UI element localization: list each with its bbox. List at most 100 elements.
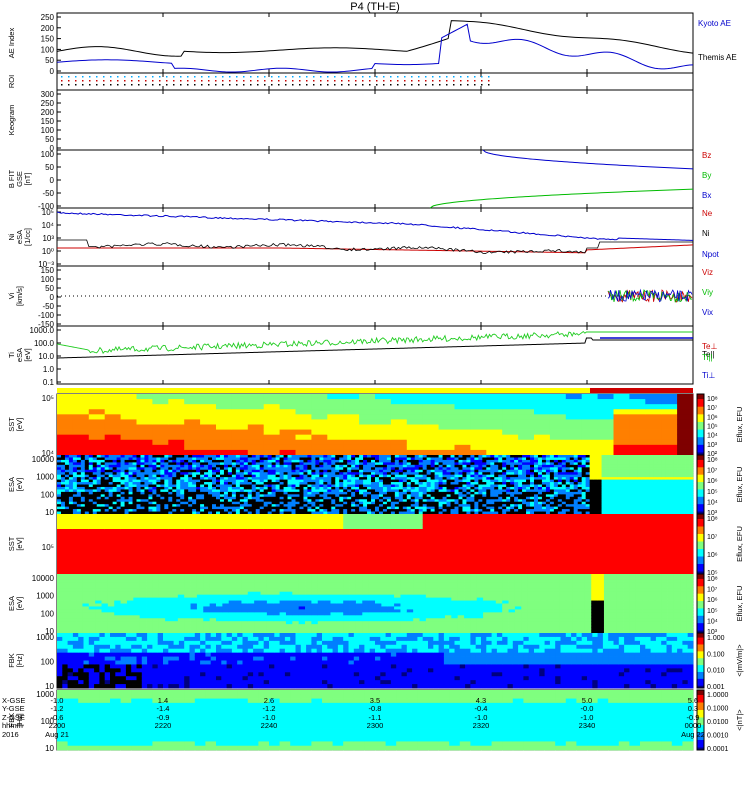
spectrogram-cell [156,464,161,468]
ytick-fbk2: 100 [41,717,55,726]
spectrogram-cell [88,544,106,550]
spectrogram-cell [390,494,396,498]
roi-dot [236,80,238,82]
spectrogram-cell [665,486,670,490]
spectrogram-cell [649,489,654,493]
spectrogram-cell [327,459,332,463]
spectrogram-cell [96,511,102,515]
spectrogram-cell [355,494,360,498]
spectrogram-cell [490,499,495,503]
spectrogram-cell [72,519,90,525]
spectrogram-cell [549,504,555,508]
spectrogram-cell [498,457,503,461]
spectrogram-cell [454,444,471,451]
spectrogram-cell [589,499,595,503]
spectrogram-cell [247,477,253,480]
roi-dot [432,80,434,82]
spectrogram-cell [355,511,360,515]
spectrogram-cell [641,509,646,512]
spectrogram-cell [359,439,376,446]
spectrogram-cell [347,509,352,512]
spectrogram-cell [613,491,618,495]
spectrogram-cell [128,472,133,476]
spectrogram-cell [526,457,531,461]
spectrogram-cell [661,511,666,515]
spectrogram-cell [605,474,610,478]
spectrogram-cell [299,455,304,458]
spectrogram-cell [184,554,201,560]
roi-dot [355,84,357,86]
spectrogram-cell [613,472,618,476]
spectrogram-cell [398,455,404,458]
spectrogram-cell [482,501,487,505]
spectrogram-cell [633,496,638,500]
spectrogram-cell [156,462,161,466]
spectrogram-cell [430,509,436,512]
spectrogram-cell [482,477,487,480]
spectrogram-cell [378,469,384,473]
roi-dot [285,80,287,82]
spectrogram-cell [605,477,610,480]
spectrogram-cell [577,462,583,466]
spectrogram-cell [470,486,475,490]
spectrogram-cell [343,494,348,498]
spectrogram-cell [331,491,336,495]
spectrogram-cell [458,459,463,463]
spectrogram-cell [72,569,90,575]
spectrogram-cell [446,462,451,466]
spectrogram-cell [152,499,157,503]
spectrogram-cell [128,506,133,510]
spectrogram-cell [585,479,591,483]
spectrogram-cell [458,477,463,480]
spectrogram-cell [239,511,245,515]
spectrogram-cell [76,509,82,512]
spectrogram-cell [80,506,86,510]
spectrogram-cell [347,499,352,503]
spectrogram-cell [263,462,269,466]
spectrogram-cell [243,455,249,458]
spectrogram-cell [144,467,149,471]
spectrogram-cell [104,509,110,512]
roi-dot [236,84,238,86]
spectrogram-cell [96,496,102,500]
spectrogram-cell [196,464,201,468]
spectrogram-cell [104,499,110,503]
spectrogram-cell [402,506,408,510]
ytick-sst_e: 10⁴ [42,449,55,458]
spectrogram-cell [192,464,197,468]
spectrogram-cell [653,472,658,476]
spectrogram-cell [92,455,98,458]
spectrogram-cell [410,499,416,503]
spectrogram-cell [168,439,185,446]
spectrogram-cell [438,429,455,436]
spectrogram-cell [414,462,420,466]
spectrogram-cell [156,472,161,476]
spectrogram-cell [239,504,245,508]
spectrogram-cell [557,469,563,473]
roi-dot [75,80,77,82]
spectrogram-cell [188,494,193,498]
spectrogram-cell [188,509,193,512]
spectrogram-cell [474,472,479,476]
spectrogram-cell [148,464,153,468]
spectrogram-cell [92,467,98,471]
spectrogram-cell [613,494,618,498]
spectrogram-cell [589,494,595,498]
spectrogram-cell [526,464,531,468]
spectrogram-cell [637,501,642,505]
spectrogram-cell [188,489,193,493]
spectrogram-cell [311,506,316,510]
spectrogram-cell [573,486,579,490]
spectrogram-cell [406,511,412,515]
spectrogram-cell [275,469,280,473]
spectrogram-cell [418,477,424,480]
spectrogram-cell [633,457,638,461]
spectrogram-cell [557,457,563,461]
spectrogram-cell [593,455,598,458]
spectrogram-cell [263,479,269,483]
spectrogram-cell [200,409,217,415]
spectrogram-cell [216,564,233,570]
spectrogram-cell [390,404,408,410]
spectrogram-cell [64,486,70,490]
spectrogram-cell [176,457,181,461]
